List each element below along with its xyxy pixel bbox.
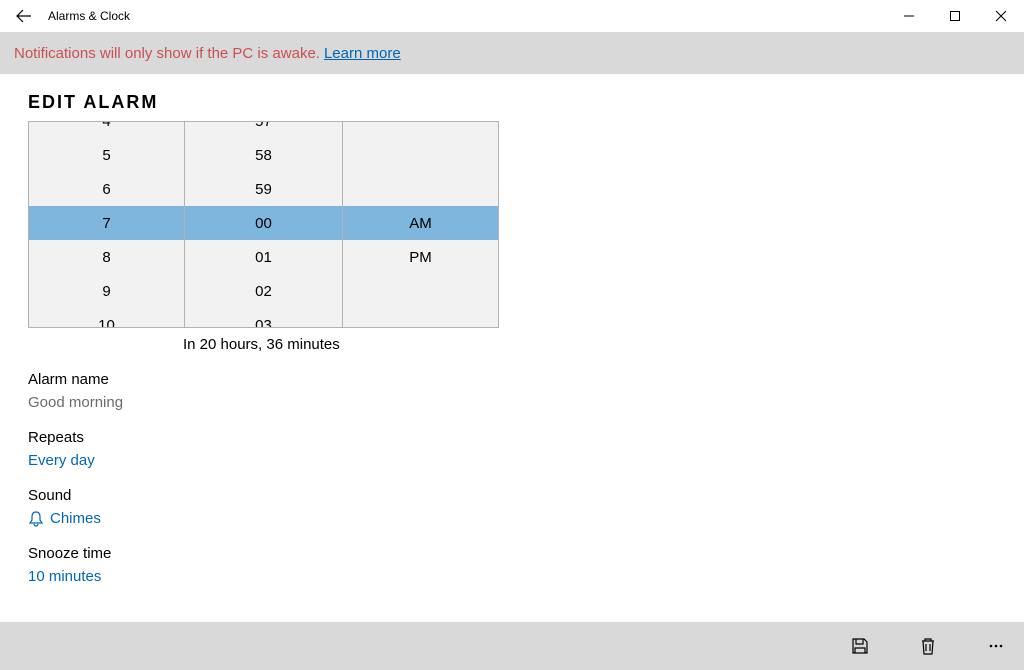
maximize-icon	[949, 10, 961, 22]
save-icon	[850, 636, 870, 656]
repeats-label: Repeats	[28, 429, 1024, 446]
titlebar: Alarms & Clock	[0, 0, 1024, 32]
notification-text: Notifications will only show if the PC i…	[14, 45, 320, 62]
close-icon	[995, 10, 1007, 22]
command-bar	[0, 622, 1024, 670]
hour-option[interactable]: 10	[29, 308, 184, 327]
trash-icon	[918, 636, 938, 656]
save-button[interactable]	[840, 626, 880, 666]
hour-option[interactable]: 7	[29, 206, 184, 240]
arrow-left-icon	[16, 8, 32, 24]
window-controls	[886, 0, 1024, 32]
minute-option[interactable]: 58	[185, 138, 342, 172]
minute-option[interactable]: 00	[185, 206, 342, 240]
alarm-name-label: Alarm name	[28, 371, 1024, 388]
app-title: Alarms & Clock	[48, 9, 130, 23]
alarm-name-field: Alarm name Good morning	[0, 353, 1024, 411]
minute-option[interactable]: 02	[185, 274, 342, 308]
hour-option[interactable]: 4	[29, 122, 184, 138]
minute-option[interactable]: 57	[185, 122, 342, 138]
bell-icon	[28, 511, 44, 527]
snooze-field: Snooze time 10 minutes	[0, 527, 1024, 585]
sound-label: Sound	[28, 487, 1024, 504]
ampm-column[interactable]: AM PM	[343, 122, 498, 327]
ampm-blank	[343, 122, 498, 138]
minimize-icon	[903, 10, 915, 22]
sound-value[interactable]: Chimes	[50, 510, 101, 527]
minute-option[interactable]: 59	[185, 172, 342, 206]
learn-more-link[interactable]: Learn more	[324, 45, 401, 62]
snooze-value[interactable]: 10 minutes	[28, 568, 1024, 585]
content: EDIT ALARM 4 5 6 7 8 9 10 57 58 59	[0, 74, 1024, 585]
page-heading: EDIT ALARM	[0, 74, 1024, 121]
hour-option[interactable]: 8	[29, 240, 184, 274]
ampm-blank	[343, 172, 498, 206]
more-icon	[986, 636, 1006, 656]
countdown-text: In 20 hours, 36 minutes	[0, 328, 1024, 353]
time-picker[interactable]: 4 5 6 7 8 9 10 57 58 59 00 01 02 03	[28, 121, 499, 328]
ampm-option[interactable]: AM	[343, 206, 498, 240]
close-button[interactable]	[978, 0, 1024, 32]
notification-bar: Notifications will only show if the PC i…	[0, 32, 1024, 74]
repeats-field: Repeats Every day	[0, 411, 1024, 469]
ampm-option[interactable]: PM	[343, 240, 498, 274]
alarm-name-input[interactable]: Good morning	[28, 394, 1024, 411]
hour-option[interactable]: 5	[29, 138, 184, 172]
delete-button[interactable]	[908, 626, 948, 666]
maximize-button[interactable]	[932, 0, 978, 32]
repeats-value[interactable]: Every day	[28, 452, 1024, 469]
minute-option[interactable]: 03	[185, 308, 342, 327]
hour-option[interactable]: 9	[29, 274, 184, 308]
more-button[interactable]	[976, 626, 1016, 666]
minimize-button[interactable]	[886, 0, 932, 32]
hour-column[interactable]: 4 5 6 7 8 9 10	[29, 122, 185, 327]
ampm-blank	[343, 138, 498, 172]
back-button[interactable]	[0, 0, 48, 32]
minute-option[interactable]: 01	[185, 240, 342, 274]
minute-column[interactable]: 57 58 59 00 01 02 03	[185, 122, 343, 327]
sound-field: Sound Chimes	[0, 469, 1024, 527]
hour-option[interactable]: 6	[29, 172, 184, 206]
snooze-label: Snooze time	[28, 545, 1024, 562]
